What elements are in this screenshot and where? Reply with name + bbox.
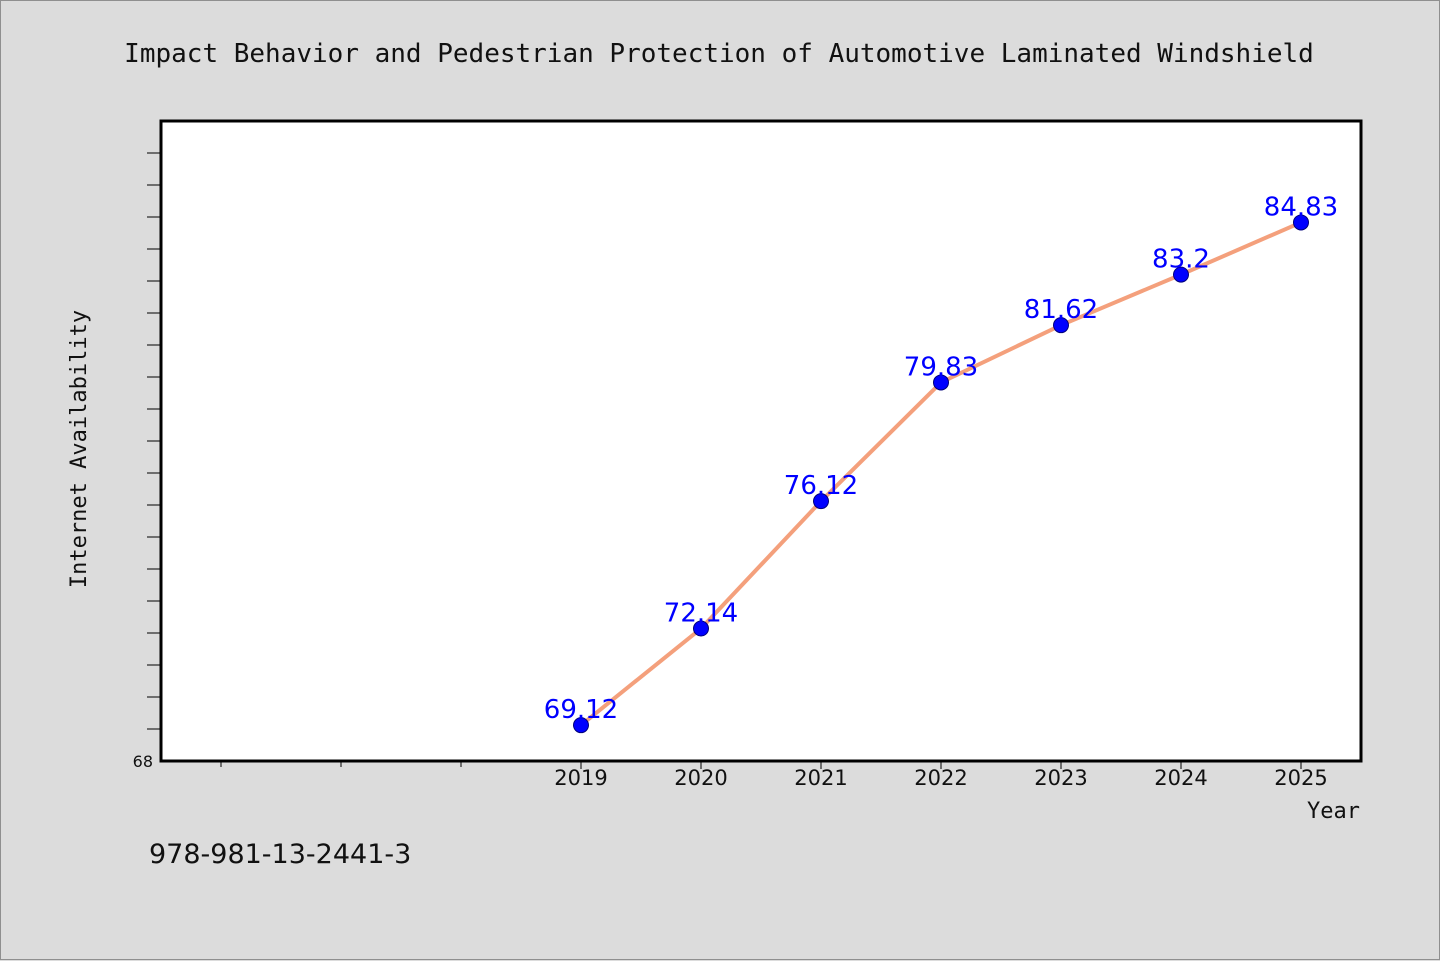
x-tick-label: 2021	[794, 766, 847, 790]
x-tick-label: 2025	[1274, 766, 1327, 790]
x-tick-label: 2020	[674, 766, 727, 790]
data-point	[813, 493, 829, 510]
x-tick-label: 2022	[914, 766, 967, 790]
data-series: 69.12 72.14 76.12 79.83 81.62 83.2 84.83	[544, 192, 1338, 734]
data-point	[1293, 214, 1309, 231]
plot-border	[159, 119, 1363, 763]
x-tick-label: 2023	[1034, 766, 1087, 790]
plot-area	[161, 121, 1361, 761]
data-label: 69.12	[544, 695, 618, 725]
y-tick-label: 68	[133, 752, 153, 771]
x-axis-label: Year	[1307, 799, 1360, 824]
data-point	[933, 374, 949, 391]
y-axis-ticks: 68	[133, 752, 153, 771]
data-point	[573, 717, 589, 734]
data-point	[1053, 317, 1069, 334]
data-label: 76.12	[784, 471, 858, 501]
isbn-code: 978-981-13-2441-3	[149, 839, 411, 870]
chart-title: Impact Behavior and Pedestrian Protectio…	[124, 39, 1314, 69]
x-axis-ticks: 2019 2020 2021 2022 2023 2024 2025	[554, 762, 1328, 790]
data-label: 72.14	[664, 599, 738, 629]
data-point	[693, 620, 709, 637]
axis-ticks	[147, 152, 462, 767]
x-tick-label: 2019	[554, 766, 607, 790]
y-axis-label: Internet Availability	[67, 310, 92, 588]
x-tick-label: 2024	[1154, 766, 1207, 790]
data-label: 79.83	[904, 352, 978, 382]
data-label: 84.83	[1264, 192, 1338, 222]
data-label: 81.62	[1024, 295, 1098, 325]
data-point	[1173, 266, 1189, 283]
data-label: 83.2	[1152, 245, 1210, 275]
